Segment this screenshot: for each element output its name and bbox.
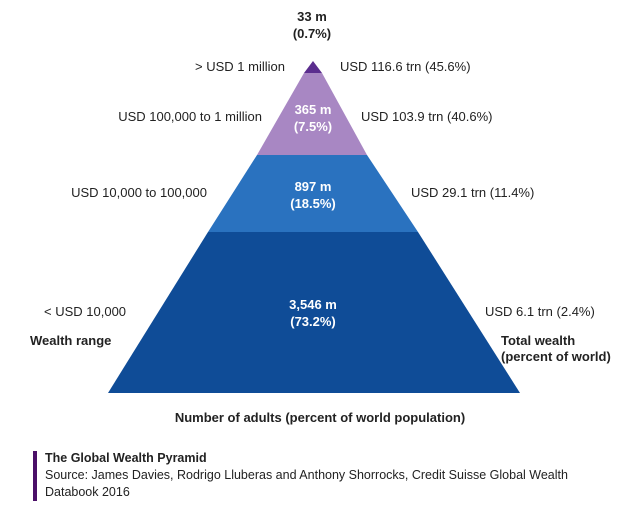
caption-title: The Global Wealth Pyramid <box>45 451 207 465</box>
range-label-tier-2: USD 100,000 to 1 million <box>118 109 262 124</box>
apex-label: 33 m (0.7%) <box>262 8 362 42</box>
pyramid-tier-top <box>304 61 322 73</box>
tier-3-percent: (18.5%) <box>290 196 336 211</box>
tier-2-percent: (7.5%) <box>293 119 333 134</box>
tier-3-adults: 897 m (18.5%) <box>253 178 373 212</box>
adults-axis-label: Number of adults (percent of world popul… <box>174 410 466 425</box>
apex-count: 33 m <box>297 9 327 24</box>
wealth-label-tier-3: USD 29.1 trn (11.4%) <box>411 185 535 200</box>
footer-accent-bar <box>33 451 37 501</box>
tier-4-count: 3,546 m <box>289 297 337 312</box>
tier-2-count: 365 m <box>294 102 332 117</box>
tier-3-count: 897 m <box>294 179 332 194</box>
range-label-tier-1: > USD 1 million <box>195 59 285 74</box>
tier-2-adults: 365 m (7.5%) <box>253 101 373 135</box>
range-label-tier-4: < USD 10,000 <box>44 304 127 319</box>
pyramid-tier-10k-100k <box>208 155 418 232</box>
wealth-range-heading: Wealth range <box>30 333 112 348</box>
wealth-pyramid <box>108 61 520 393</box>
wealth-label-tier-4: USD 6.1 trn (2.4%) <box>485 304 595 319</box>
caption: The Global Wealth Pyramid Source: James … <box>45 450 615 501</box>
wealth-label-tier-1: USD 116.6 trn (45.6%) <box>340 59 471 74</box>
wealth-label-tier-2: USD 103.9 trn (40.6%) <box>361 109 493 124</box>
range-label-tier-3: USD 10,000 to 100,000 <box>71 185 207 200</box>
apex-percent: (0.7%) <box>292 26 332 41</box>
caption-source: Source: James Davies, Rodrigo Lluberas a… <box>45 468 568 499</box>
pyramid-tier-over-100k <box>257 73 367 155</box>
pyramid-tier-under-10k <box>108 232 520 393</box>
tier-4-percent: (73.2%) <box>290 314 336 329</box>
total-wealth-heading: Total wealth <box>501 333 576 348</box>
tier-4-adults: 3,546 m (73.2%) <box>253 296 373 330</box>
total-wealth-subheading: (percent of world) <box>501 349 611 364</box>
